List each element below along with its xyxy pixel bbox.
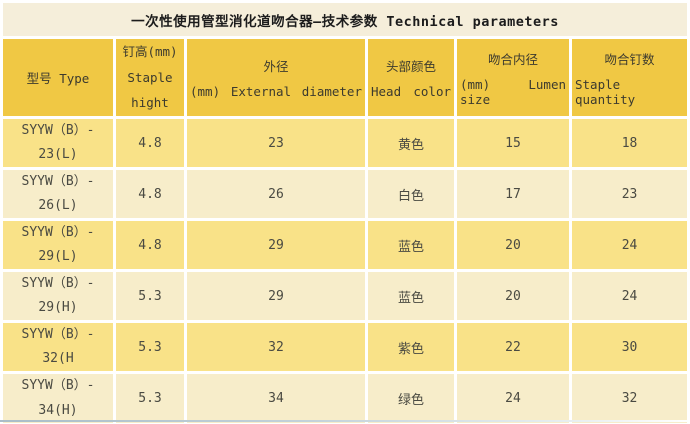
col-header-lumen-size-zh: 吻合内径 <box>487 51 538 67</box>
cell-model: SYYW（B）- 29(L) <box>3 221 113 270</box>
cell-lumen-size: 17 <box>457 170 569 219</box>
table-title-row: 一次性使用管型消化道吻合器—技术参数 Technical parameters <box>3 3 688 36</box>
cell-model: SYYW（B）- 34(H) <box>3 374 113 423</box>
table-header-row: 型号 Type 钉高(mm) Staple hight 外径 (mm) Exte… <box>3 39 688 116</box>
table-row: SYYW（B）- 32(H 5.3 32 紫色 22 30 <box>3 323 688 372</box>
col-header-lumen-size: 吻合内径 (mm) Lumen size <box>457 39 569 116</box>
col-header-staple-quantity-en: Staple quantity <box>575 76 636 107</box>
cell-external-diameter: 29 <box>187 272 365 321</box>
table-body: SYYW（B）- 23(L) 4.8 23 黄色 15 18 SYYW（B）- … <box>3 119 688 423</box>
table-row: SYYW（B）- 23(L) 4.8 23 黄色 15 18 <box>3 119 688 168</box>
col-header-staple-quantity-zh: 吻合钉数 <box>604 51 655 67</box>
cell-staple-height: 5.3 <box>116 272 184 321</box>
cell-head-color: 蓝色 <box>368 221 454 270</box>
cell-external-diameter: 29 <box>187 221 365 270</box>
cell-staple-height: 4.8 <box>116 170 184 219</box>
cell-staple-quantity: 23 <box>572 170 688 219</box>
cell-model: SYYW（B）- 26(L) <box>3 170 113 219</box>
col-header-lumen-size-en: (mm) Lumen size <box>460 76 566 107</box>
col-header-external-diameter: 外径 (mm) External diameter <box>187 39 365 116</box>
cell-staple-quantity: 30 <box>572 323 688 372</box>
cell-lumen-size: 15 <box>457 119 569 168</box>
col-header-staple-quantity: 吻合钉数 Staple quantity <box>572 39 688 116</box>
cell-lumen-size: 22 <box>457 323 569 372</box>
table-row: SYYW（B）- 29(H) 5.3 29 蓝色 20 24 <box>3 272 688 321</box>
cell-model: SYYW（B）- 23(L) <box>3 119 113 168</box>
cell-model: SYYW（B）- 32(H <box>3 323 113 372</box>
col-header-staple-height-en1: Staple <box>127 69 173 85</box>
cell-staple-quantity: 24 <box>572 221 688 270</box>
cell-lumen-size: 24 <box>457 374 569 423</box>
cell-staple-quantity: 18 <box>572 119 688 168</box>
col-header-staple-height-en2: hight <box>131 95 169 111</box>
col-header-external-diameter-zh: 外径 <box>263 59 289 74</box>
cell-staple-height: 5.3 <box>116 374 184 423</box>
cell-head-color: 紫色 <box>368 323 454 372</box>
col-header-model-label: 型号 Type <box>26 71 90 86</box>
cell-staple-height: 4.8 <box>116 119 184 168</box>
col-header-staple-height-zh: 钉高(mm) <box>122 44 178 60</box>
col-header-head-color-en: Head color <box>371 84 451 99</box>
window-bottom-edge <box>0 420 690 422</box>
cell-external-diameter: 26 <box>187 170 365 219</box>
cell-lumen-size: 20 <box>457 221 569 270</box>
table-row: SYYW（B）- 29(L) 4.8 29 蓝色 20 24 <box>3 221 688 270</box>
col-header-head-color: 头部颜色 Head color <box>368 39 454 116</box>
cell-head-color: 绿色 <box>368 374 454 423</box>
col-header-staple-height: 钉高(mm) Staple hight <box>116 39 184 116</box>
table-row: SYYW（B）- 34(H) 5.3 34 绿色 24 32 <box>3 374 688 423</box>
col-header-external-diameter-en: (mm) External diameter <box>190 84 362 99</box>
table-title: 一次性使用管型消化道吻合器—技术参数 Technical parameters <box>3 3 688 36</box>
cell-staple-height: 4.8 <box>116 221 184 270</box>
table-row: SYYW（B）- 26(L) 4.8 26 白色 17 23 <box>3 170 688 219</box>
col-header-head-color-zh: 头部颜色 <box>385 59 436 74</box>
cell-staple-quantity: 32 <box>572 374 688 423</box>
cell-staple-quantity: 24 <box>572 272 688 321</box>
cell-staple-height: 5.3 <box>116 323 184 372</box>
cell-external-diameter: 32 <box>187 323 365 372</box>
cell-external-diameter: 23 <box>187 119 365 168</box>
cell-external-diameter: 34 <box>187 374 365 423</box>
cell-head-color: 蓝色 <box>368 272 454 321</box>
cell-head-color: 白色 <box>368 170 454 219</box>
cell-lumen-size: 20 <box>457 272 569 321</box>
cell-model: SYYW（B）- 29(H) <box>3 272 113 321</box>
col-header-model: 型号 Type <box>3 39 113 116</box>
cell-head-color: 黄色 <box>368 119 454 168</box>
